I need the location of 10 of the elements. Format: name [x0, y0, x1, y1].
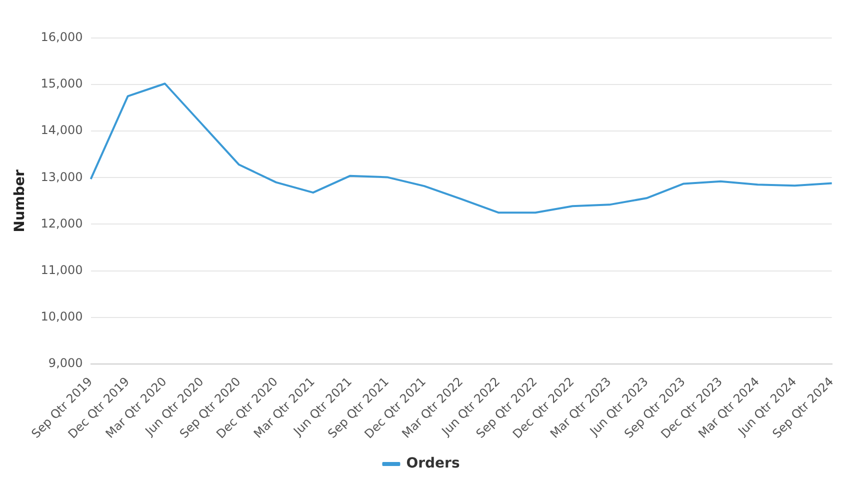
- y-axis-title: Number: [12, 170, 28, 232]
- y-tick-label: 14,000: [40, 123, 83, 138]
- y-tick-label: 9,000: [48, 356, 83, 370]
- legend-label: Orders: [406, 456, 460, 472]
- y-tick-label: 12,000: [40, 216, 83, 230]
- y-tick-label: 16,000: [40, 30, 83, 44]
- y-tick-label: 15,000: [40, 76, 83, 91]
- y-tick-label: 13,000: [40, 170, 83, 184]
- y-tick-label: 10,000: [40, 309, 83, 324]
- y-tick-label: 11,000: [40, 262, 83, 277]
